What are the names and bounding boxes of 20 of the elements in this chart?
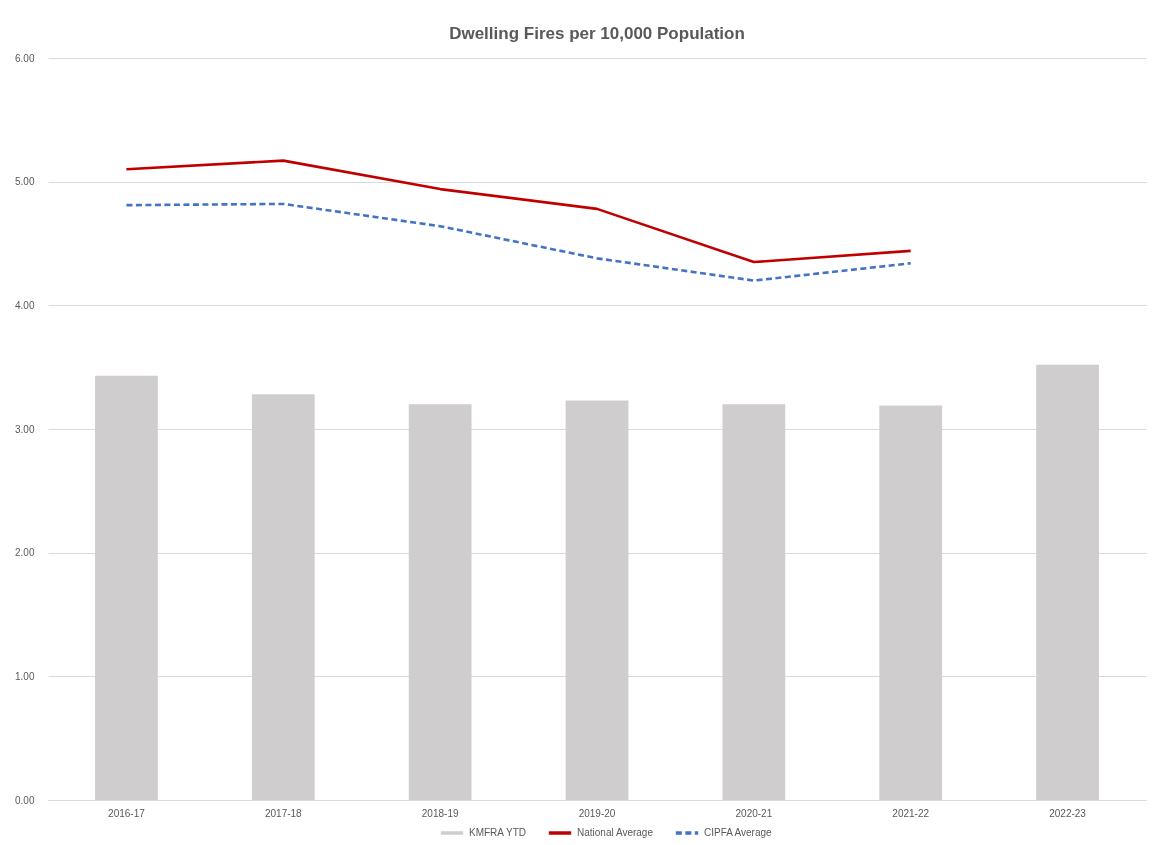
legend-label: CIPFA Average bbox=[704, 827, 773, 838]
y-tick-label: 1.00 bbox=[15, 670, 35, 682]
y-tick-label: 6.00 bbox=[15, 52, 35, 64]
x-tick-label: 2016-17 bbox=[108, 807, 146, 819]
y-tick-label: 2.00 bbox=[15, 547, 35, 559]
x-tick-label: 2017-18 bbox=[264, 807, 303, 819]
x-tick-label: 2020-21 bbox=[735, 807, 773, 819]
chart-title: Dwelling Fires per 10,000 Population bbox=[449, 24, 745, 43]
x-tick-label: 2018-19 bbox=[421, 807, 459, 819]
line-series bbox=[125, 159, 913, 264]
x-tick-label: 2019-20 bbox=[578, 807, 616, 819]
line-series bbox=[125, 202, 913, 282]
y-tick-label: 3.00 bbox=[15, 423, 35, 435]
legend-label: KMFRA YTD bbox=[469, 827, 527, 838]
y-tick-label: 0.00 bbox=[15, 794, 35, 806]
x-tick-label: 2022-23 bbox=[1049, 807, 1087, 819]
y-tick-label: 4.00 bbox=[15, 299, 35, 311]
legend-label: National Average bbox=[577, 827, 654, 838]
x-tick-label: 2021-22 bbox=[892, 807, 930, 819]
y-tick-label: 5.00 bbox=[15, 176, 35, 188]
